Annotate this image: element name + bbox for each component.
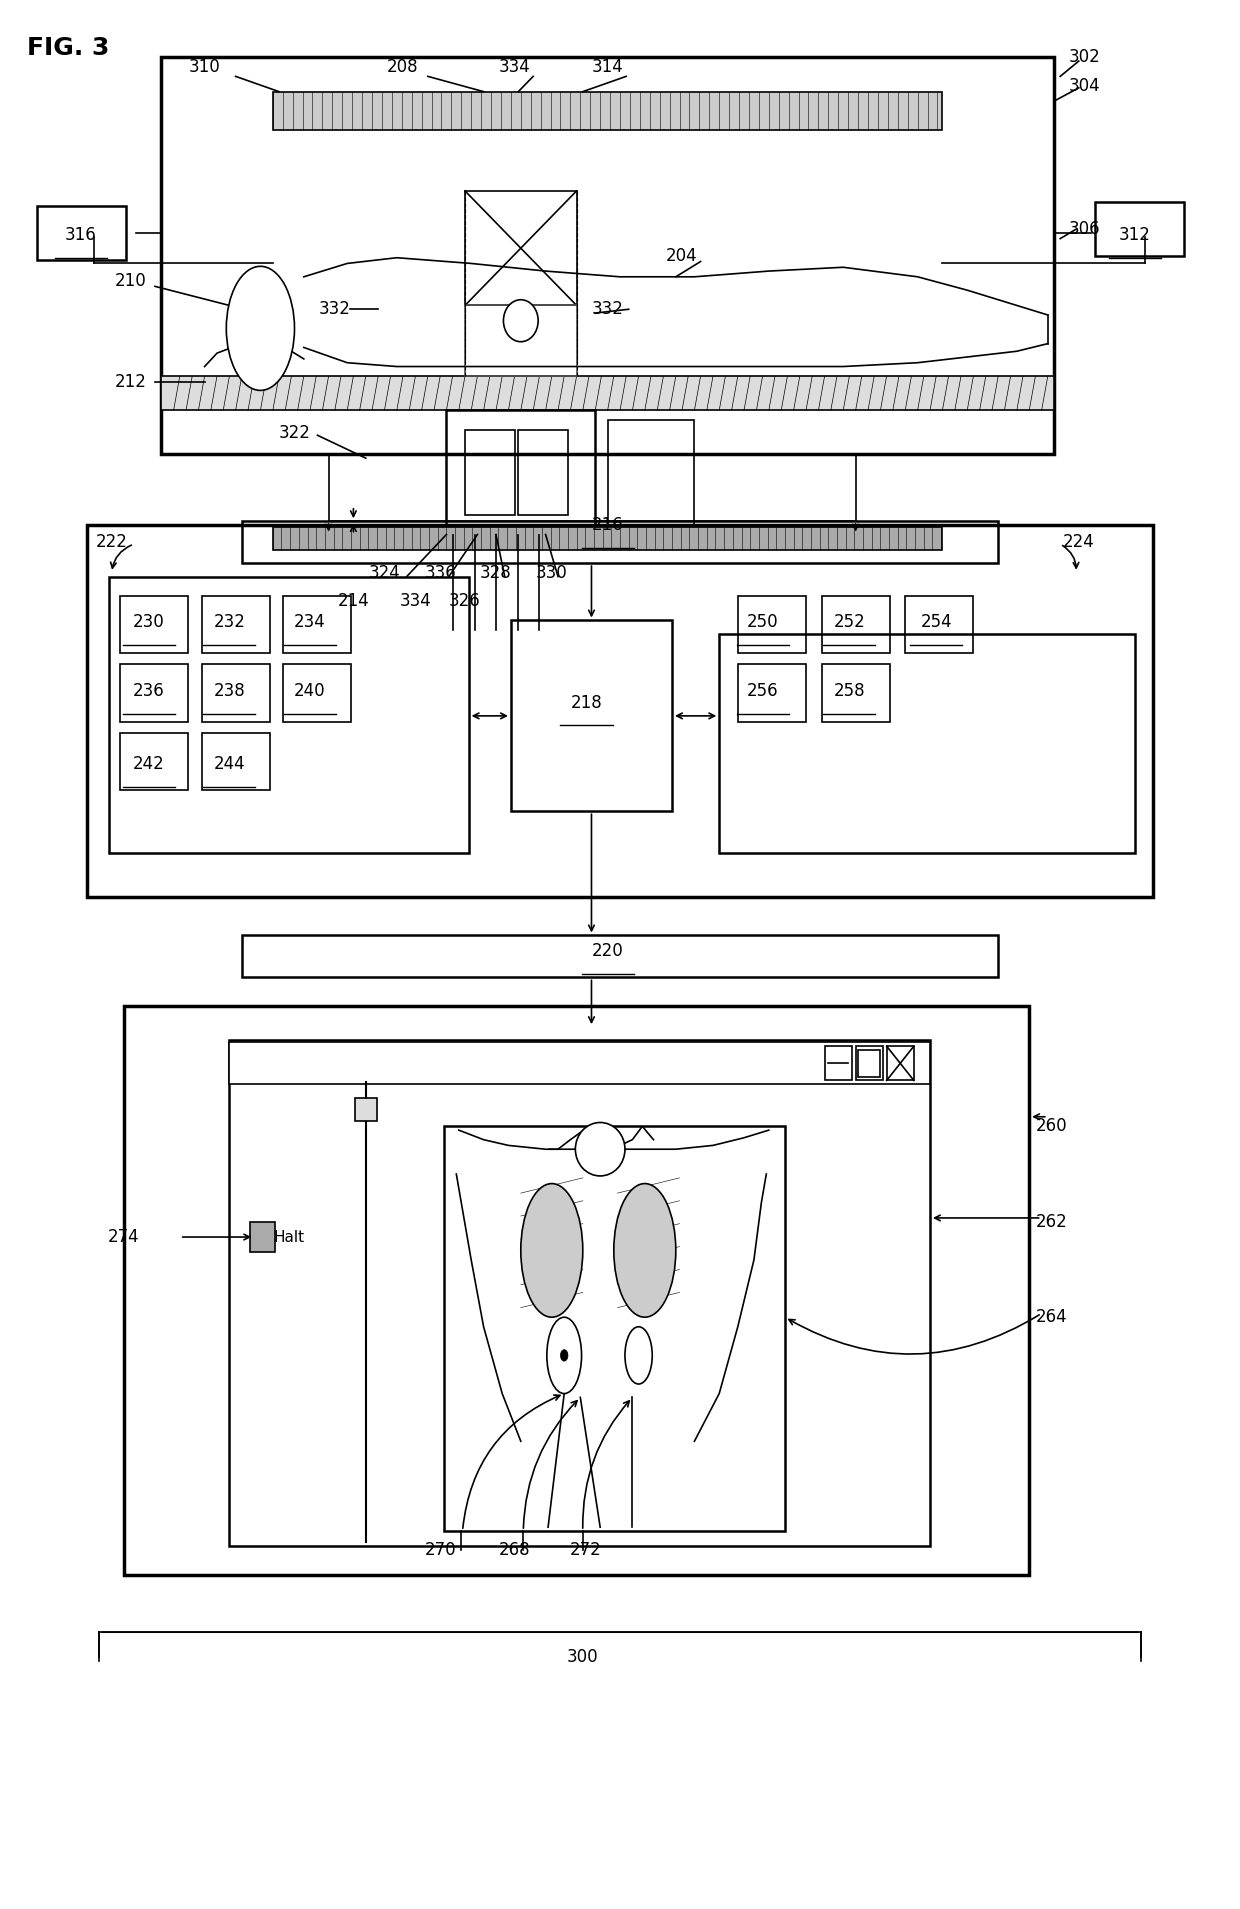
Text: 332: 332	[319, 300, 351, 319]
Text: 238: 238	[213, 682, 246, 701]
Ellipse shape	[575, 1122, 625, 1176]
Ellipse shape	[560, 1350, 568, 1361]
Text: 216: 216	[591, 515, 624, 535]
Text: 314: 314	[591, 57, 624, 76]
Text: 224: 224	[1063, 533, 1095, 552]
Text: 334: 334	[498, 57, 531, 76]
Text: 316: 316	[64, 225, 97, 244]
Text: 312: 312	[1118, 225, 1151, 244]
Text: 336: 336	[424, 563, 456, 582]
Text: 260: 260	[1035, 1117, 1068, 1136]
Text: 304: 304	[1069, 76, 1101, 95]
Ellipse shape	[226, 267, 295, 391]
Text: 270: 270	[424, 1541, 456, 1560]
Text: 262: 262	[1035, 1212, 1068, 1231]
Text: FIG. 3: FIG. 3	[27, 36, 109, 59]
Text: 220: 220	[591, 941, 624, 960]
Text: 252: 252	[833, 613, 866, 632]
Text: 272: 272	[569, 1541, 601, 1560]
Text: 254: 254	[920, 613, 952, 632]
Text: Halt: Halt	[273, 1229, 305, 1245]
Text: 240: 240	[294, 682, 326, 701]
Ellipse shape	[625, 1327, 652, 1384]
Text: 222: 222	[95, 533, 128, 552]
Ellipse shape	[503, 300, 538, 342]
Text: 208: 208	[387, 57, 419, 76]
Text: 268: 268	[498, 1541, 531, 1560]
FancyBboxPatch shape	[355, 1098, 377, 1121]
Text: 334: 334	[399, 592, 432, 611]
Ellipse shape	[521, 1184, 583, 1317]
Text: 330: 330	[536, 563, 568, 582]
FancyBboxPatch shape	[250, 1222, 275, 1252]
Text: 258: 258	[833, 682, 866, 701]
Text: 310: 310	[188, 57, 221, 76]
Text: 242: 242	[133, 754, 165, 773]
Text: 300: 300	[567, 1647, 599, 1667]
Ellipse shape	[547, 1317, 582, 1394]
Text: 250: 250	[746, 613, 779, 632]
Text: 264: 264	[1035, 1308, 1068, 1327]
Text: 234: 234	[294, 613, 326, 632]
Text: 214: 214	[337, 592, 370, 611]
Text: 218: 218	[570, 693, 603, 712]
FancyBboxPatch shape	[273, 527, 942, 550]
Text: 332: 332	[591, 300, 624, 319]
Text: 256: 256	[746, 682, 779, 701]
Text: 326: 326	[449, 592, 481, 611]
Text: 322: 322	[279, 424, 311, 443]
Text: 274: 274	[108, 1227, 140, 1247]
FancyBboxPatch shape	[273, 92, 942, 130]
Text: 212: 212	[114, 372, 146, 391]
Text: 230: 230	[133, 613, 165, 632]
FancyBboxPatch shape	[229, 1042, 930, 1084]
Text: 328: 328	[480, 563, 512, 582]
Text: 244: 244	[213, 754, 246, 773]
Text: 302: 302	[1069, 48, 1101, 67]
Text: 324: 324	[368, 563, 401, 582]
Ellipse shape	[614, 1184, 676, 1317]
Text: 232: 232	[213, 613, 246, 632]
Text: 210: 210	[114, 271, 146, 290]
Text: 306: 306	[1069, 220, 1101, 239]
Text: 236: 236	[133, 682, 165, 701]
FancyBboxPatch shape	[161, 376, 1054, 410]
Text: 204: 204	[666, 246, 698, 265]
